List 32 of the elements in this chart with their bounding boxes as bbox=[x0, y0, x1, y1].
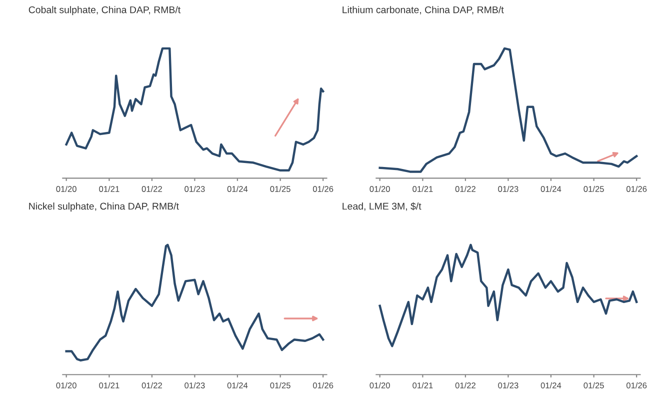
x-tick-label: 01/24 bbox=[540, 382, 562, 388]
x-tick-label: 01/25 bbox=[270, 382, 290, 388]
x-tick-label: 01/21 bbox=[412, 382, 433, 388]
x-tick-label: 01/23 bbox=[184, 382, 205, 388]
x-tick-label: 01/25 bbox=[584, 382, 604, 388]
x-tick-label: 01/23 bbox=[498, 382, 518, 388]
x-tick-label: 01/23 bbox=[184, 186, 205, 192]
x-tick-label: 01/26 bbox=[626, 186, 647, 192]
x-tick-label: 01/21 bbox=[99, 186, 120, 192]
x-tick-label: 01/20 bbox=[370, 382, 390, 388]
x-tick-label: 01/26 bbox=[312, 186, 334, 192]
x-tick-label: 01/20 bbox=[56, 186, 76, 192]
chart-title: Lithium carbonate, China DAP, RMB/t bbox=[342, 6, 504, 14]
x-tick-label: 01/24 bbox=[540, 186, 562, 192]
x-tick-label: 01/25 bbox=[584, 186, 604, 192]
x-tick-label: 01/20 bbox=[370, 186, 390, 192]
chart-title: Lead, LME 3M, $/t bbox=[342, 202, 422, 211]
x-tick-label: 01/22 bbox=[455, 186, 476, 192]
x-tick-label: 01/22 bbox=[142, 186, 162, 192]
x-tick-label: 01/26 bbox=[312, 382, 334, 388]
x-tick-label: 01/21 bbox=[99, 382, 120, 388]
x-tick-label: 01/20 bbox=[56, 382, 76, 388]
x-tick-label: 01/25 bbox=[270, 186, 290, 192]
x-tick-label: 01/23 bbox=[498, 186, 518, 192]
x-tick-label: 01/24 bbox=[227, 382, 248, 388]
x-tick-label: 01/22 bbox=[142, 382, 162, 388]
x-tick-label: 01/21 bbox=[412, 186, 433, 192]
chart-title: Nickel sulphate, China DAP, RMB/t bbox=[29, 202, 179, 212]
x-tick-label: 01/24 bbox=[227, 186, 248, 192]
x-tick-label: 01/22 bbox=[455, 382, 476, 388]
x-tick-label: 01/26 bbox=[626, 382, 647, 388]
chart-title: Cobalt sulphate, China DAP, RMB/t bbox=[28, 6, 181, 16]
